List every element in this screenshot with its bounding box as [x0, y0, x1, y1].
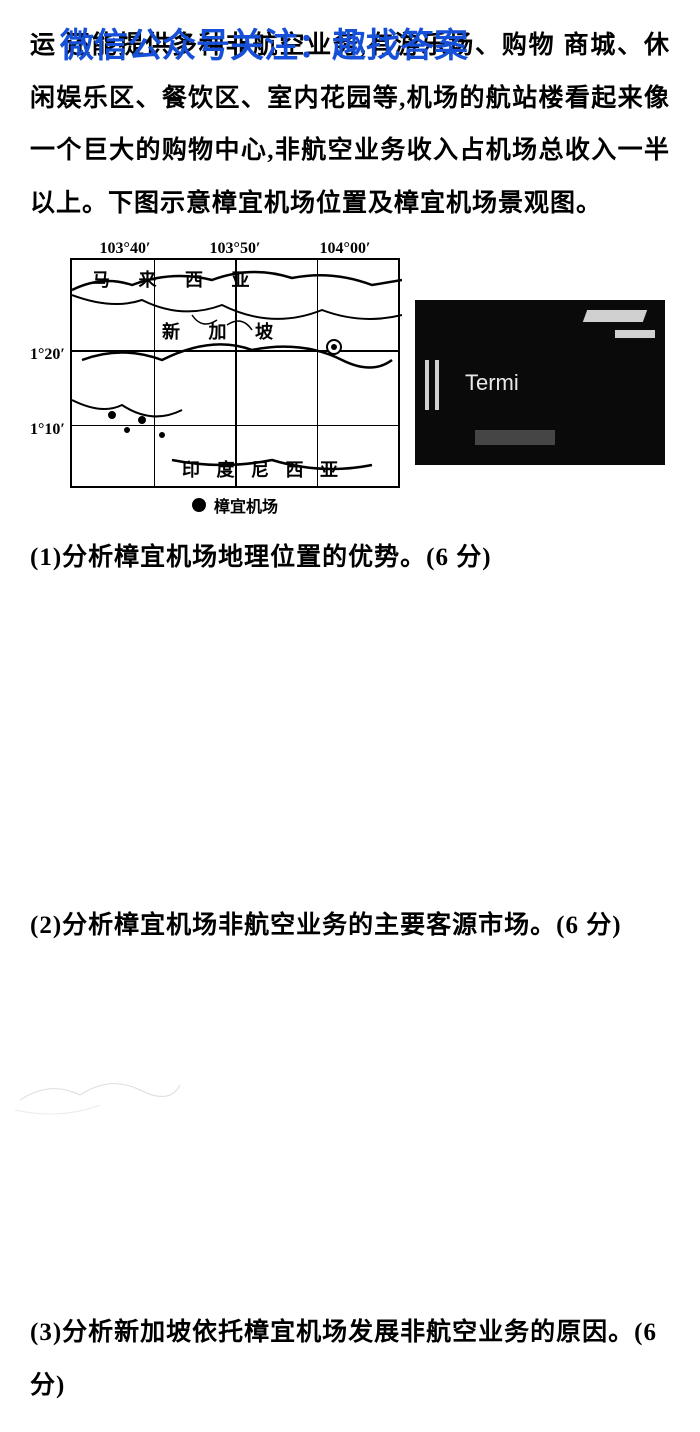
paper-smudge [10, 1050, 190, 1130]
photo-highlight [435, 360, 439, 410]
lon-label-3: 104°00′ [320, 240, 371, 258]
photo-highlight [615, 330, 655, 338]
legend-text: 樟宜机场 [214, 493, 278, 517]
map-container: 103°40′ 103°50′ 104°00′ 1°20′ 1°10′ [30, 240, 400, 517]
question-2: (2)分析樟宜机场非航空业务的主要客源市场。(6 分) [30, 900, 670, 953]
photo-highlight [425, 360, 429, 410]
lon-label-2: 103°50′ [210, 240, 261, 258]
lon-label-1: 103°40′ [100, 240, 151, 258]
map-longitude-labels: 103°40′ 103°50′ 104°00′ [30, 240, 400, 258]
page-content: 运 还能提供多种非航空业务,有游乐场、购物 商城、休闲娱乐区、餐饮区、室内花园等… [0, 0, 700, 1432]
lat-label-2: 1°10′ [30, 421, 65, 439]
question-1: (1)分析樟宜机场地理位置的优势。(6 分) [30, 532, 670, 585]
lat-label-1: 1°20′ [30, 346, 65, 364]
watermark-text: 微信公众号关注：趣找答案 [60, 18, 468, 67]
map-legend: 樟宜机场 [70, 493, 400, 517]
map-label-singapore: 新 加 坡 [162, 318, 285, 344]
scenic-photo: Termi [415, 300, 665, 465]
legend-marker-icon [192, 498, 206, 512]
photo-highlight [583, 310, 647, 322]
photo-highlight [475, 430, 555, 445]
map-label-indonesia: 印 度 尼 西 亚 [182, 456, 344, 482]
photo-terminal-text: Termi [465, 370, 519, 396]
map-box: 马 来 西 亚 新 加 坡 印 度 尼 西 亚 [70, 258, 400, 488]
question-3: (3)分析新加坡依托樟宜机场发展非航空业务的原因。(6 分) [30, 1307, 670, 1412]
map-label-malaysia: 马 来 西 亚 [92, 266, 262, 292]
figure-area: 103°40′ 103°50′ 104°00′ 1°20′ 1°10′ [30, 240, 670, 517]
